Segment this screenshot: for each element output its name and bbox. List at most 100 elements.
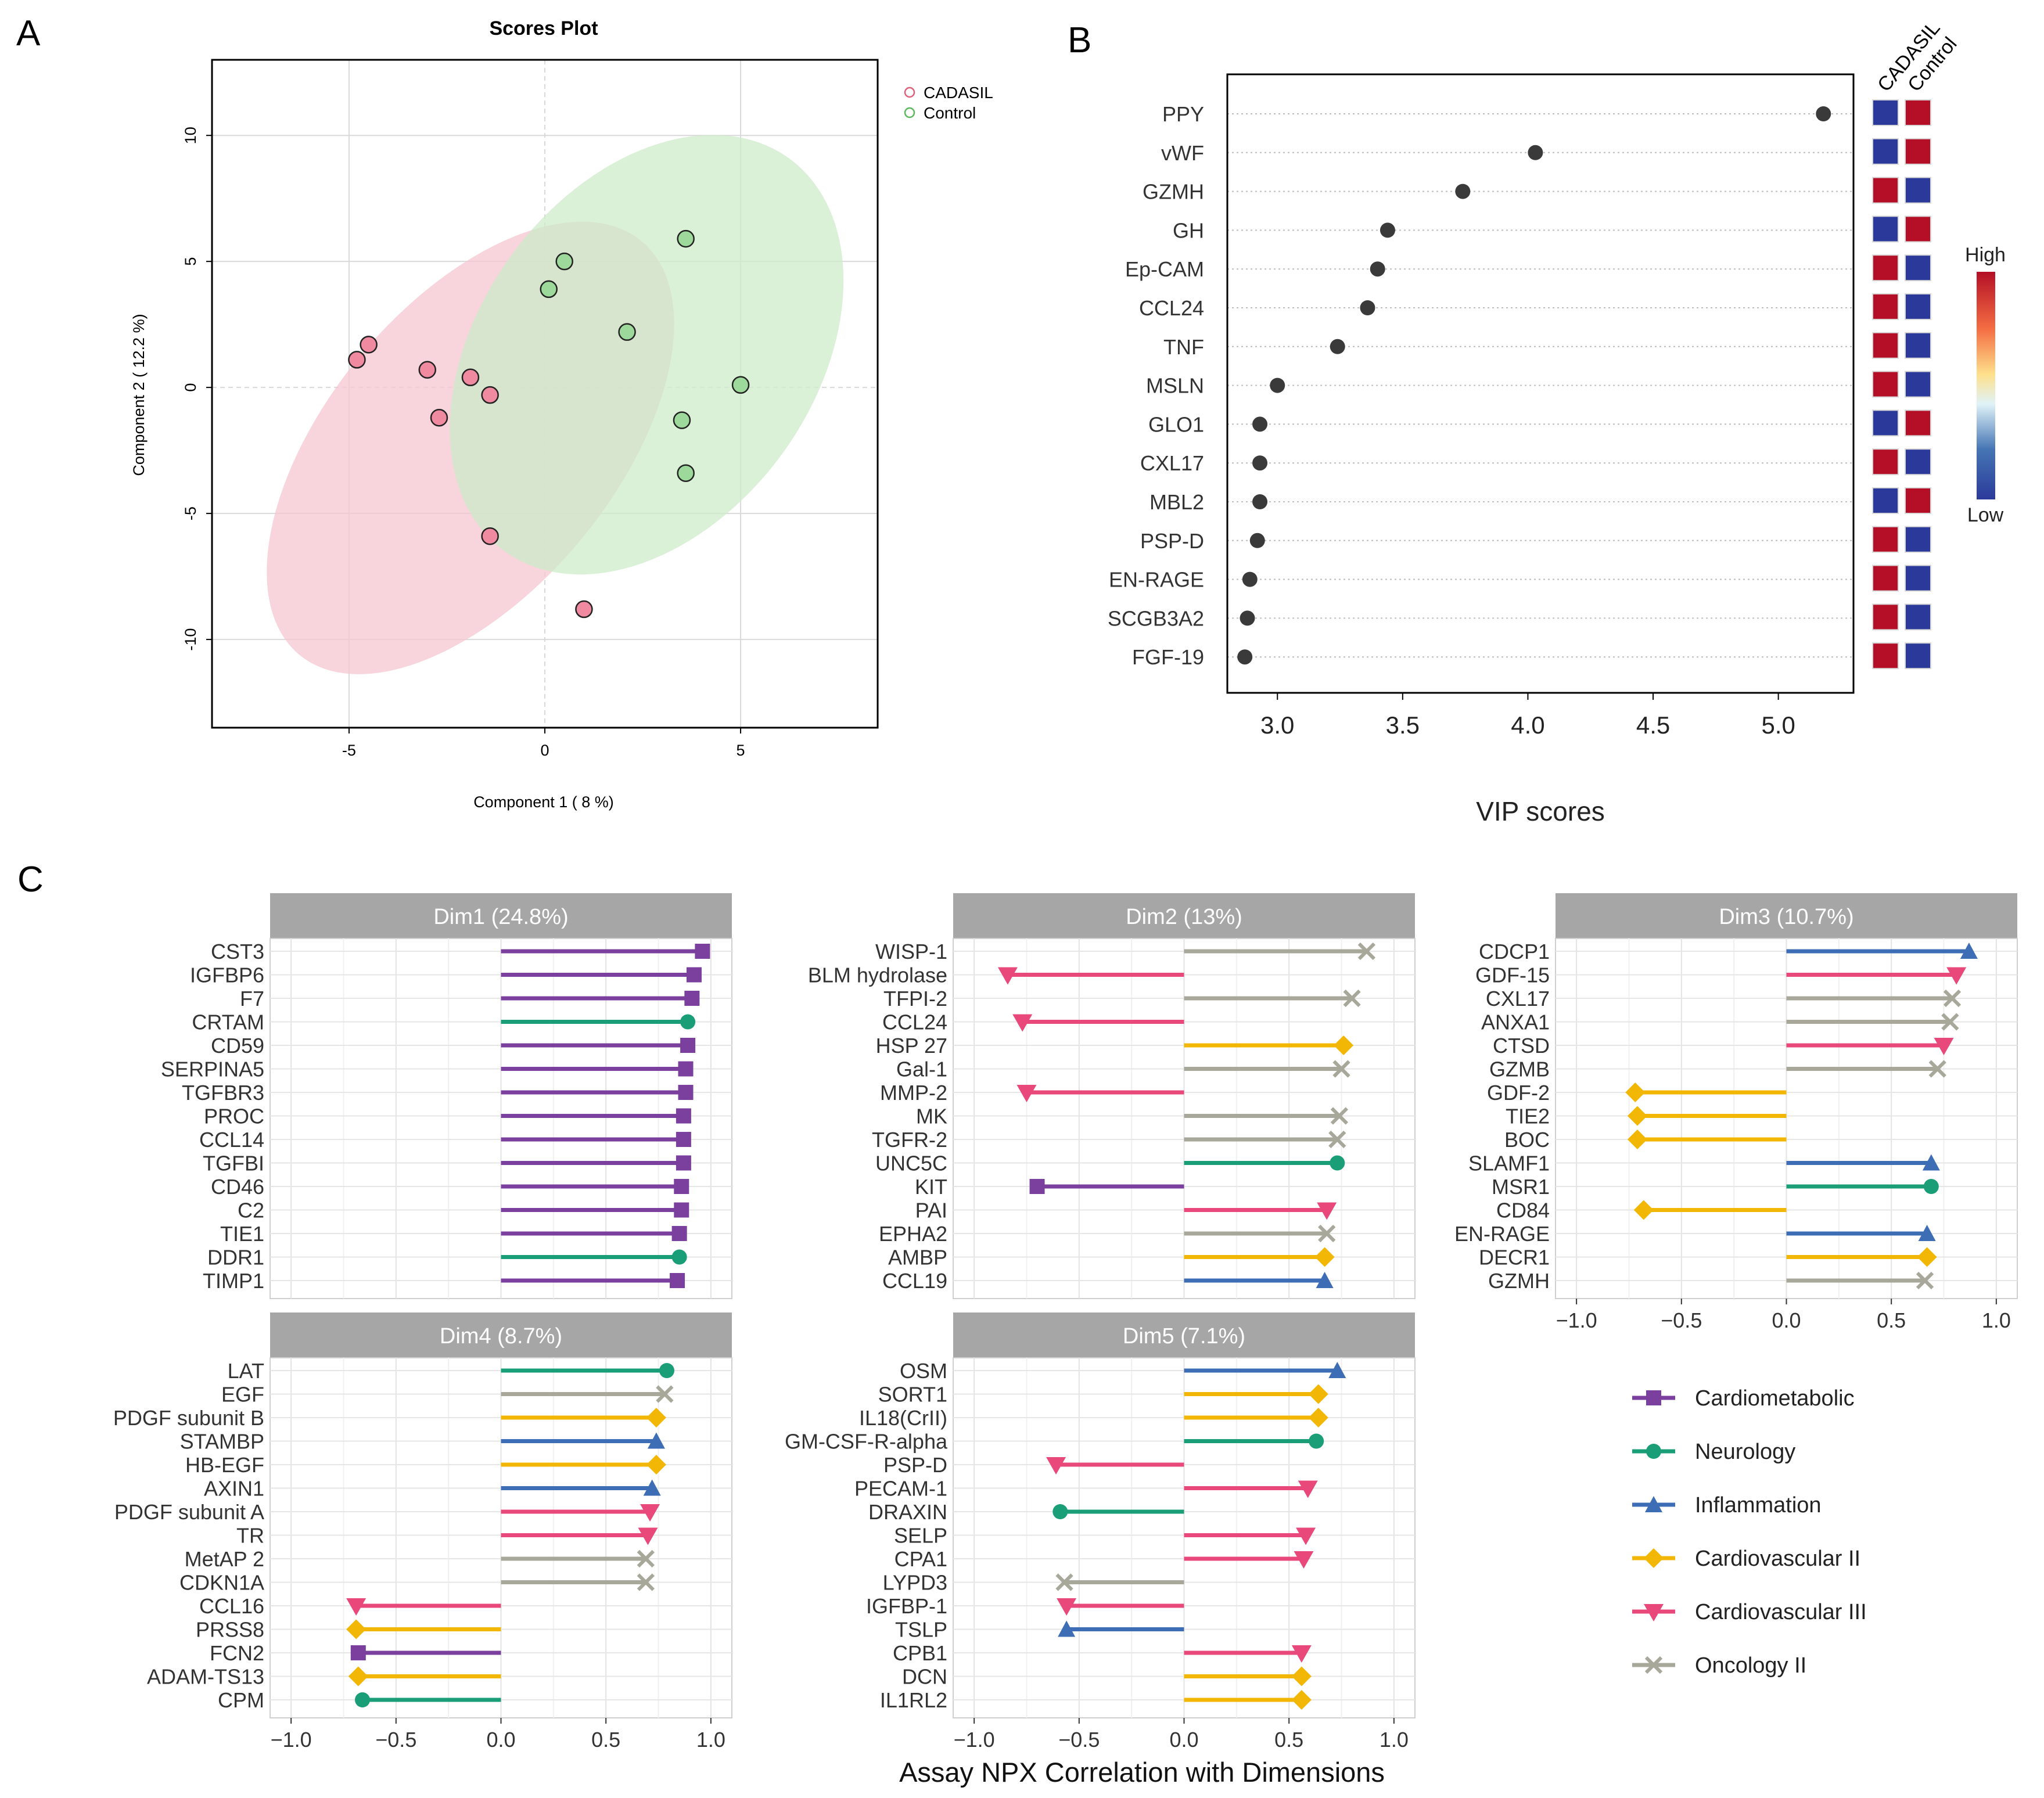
vip-row-label: EN-RAGE [1109, 568, 1204, 592]
assay-label: TFPI-2 [883, 987, 947, 1011]
heat-cell-cadasil [1872, 177, 1899, 204]
marker-diamond [346, 1619, 367, 1639]
heat-cell-control [1905, 409, 1931, 437]
heat-cell-control [1905, 293, 1931, 320]
facet-strip [270, 893, 732, 938]
marker-cross-b [1318, 1224, 1336, 1243]
marker-diamond [1334, 1035, 1354, 1055]
confidence-ellipse-control [450, 135, 844, 575]
legend-label-cardiovascular-ii: Cardiovascular II [1695, 1547, 1860, 1571]
assay-label: FCN2 [210, 1641, 264, 1665]
marker-triangle-down [1644, 1604, 1664, 1621]
assay-label: AXIN1 [204, 1477, 264, 1501]
data-point-cadasil [481, 527, 499, 545]
assay-label: TSLP [895, 1618, 947, 1642]
assay-label: AMBP [888, 1246, 947, 1270]
heat-cell-control [1905, 642, 1931, 670]
heat-cell-control [1905, 371, 1931, 398]
correlation-facets: Dim1 (24.8%) CST3IGFBP6F7CRTAMCD59SERPINA… [113, 893, 2018, 1752]
heat-cell-control [1905, 99, 1931, 126]
data-point-cadasil [418, 361, 437, 379]
assay-label: SERPINA5 [161, 1058, 264, 1081]
vip-row-label: GLO1 [1148, 412, 1204, 436]
y-tick-label: -5 [182, 506, 199, 520]
vip-row-label: TNF [1163, 335, 1204, 359]
heat-cell-cadasil [1872, 254, 1899, 282]
assay-label: OSM [900, 1359, 947, 1383]
facet-x-tick-label: 0.5 [1877, 1308, 1906, 1332]
assay-label: GZMB [1489, 1058, 1550, 1081]
data-point-control [677, 464, 695, 482]
marker-cross-b [1916, 1271, 1934, 1290]
facet-5: Dim5 (7.1%) OSMSORT1IL18(CrII)GM-CSF-R-al… [785, 1312, 1416, 1752]
marker-triangle-down [1317, 1202, 1337, 1220]
facet-x-tick-label: −1.0 [271, 1728, 312, 1752]
heat-cell-control [1905, 526, 1931, 553]
data-point-cadasil [461, 368, 480, 387]
marker-square [676, 1108, 691, 1124]
marker-triangle-down [1934, 1038, 1954, 1055]
assay-label: IL1RL2 [880, 1688, 947, 1712]
heat-cell-cadasil [1872, 293, 1899, 320]
assay-label: SLAMF1 [1468, 1152, 1550, 1175]
panel-label-a: A [16, 13, 41, 53]
marker-square [684, 991, 700, 1006]
assay-label: EN-RAGE [1454, 1222, 1550, 1246]
marker-square [674, 1179, 689, 1194]
marker-cross-b [1943, 989, 1962, 1008]
assay-label: LAT [228, 1359, 264, 1383]
x-tick-label: 0 [540, 742, 549, 759]
marker-circle [1309, 1433, 1324, 1449]
heat-cell-cadasil [1872, 448, 1899, 476]
marker-circle [671, 1249, 687, 1265]
marker-triangle-down [1946, 967, 1967, 985]
assay-label: HSP 27 [876, 1034, 947, 1058]
heat-cell-cadasil [1872, 642, 1899, 670]
y-tick-label: 5 [182, 257, 199, 266]
marker-cross-b [1644, 1656, 1663, 1674]
assay-label: CPB1 [893, 1641, 947, 1665]
marker-square [1646, 1390, 1661, 1405]
assay-label: TIE2 [1506, 1105, 1550, 1128]
legend-label-oncology-ii: Oncology II [1695, 1653, 1806, 1678]
vip-row-label: GZMH [1143, 180, 1204, 204]
vip-point [1252, 494, 1268, 509]
marker-cross-b [1055, 1573, 1073, 1591]
scores-plot-legend: CADASIL Control [904, 84, 993, 122]
marker-circle [659, 1363, 674, 1378]
facet-x-tick-label: −1.0 [1556, 1308, 1597, 1332]
scores-plot-title: Scores Plot [489, 17, 598, 39]
y-tick-label: 0 [182, 383, 199, 392]
vip-point [1380, 222, 1395, 238]
assay-label: MK [916, 1105, 947, 1128]
marker-cross-b [1343, 989, 1361, 1008]
vip-row-label: Ep-CAM [1125, 257, 1204, 281]
marker-triangle-down [1057, 1598, 1077, 1616]
assay-label: C2 [238, 1199, 264, 1222]
marker-triangle-up [1316, 1272, 1334, 1288]
heat-cell-control [1905, 332, 1931, 359]
assay-label: CPA1 [895, 1547, 947, 1571]
marker-triangle-up [1058, 1620, 1076, 1637]
legend-label-cardiometabolic: Cardiometabolic [1695, 1386, 1855, 1411]
facet-title: Dim2 (13%) [1126, 905, 1242, 929]
vip-row-label: MSLN [1146, 374, 1204, 398]
correlation-x-label: Assay NPX Correlation with Dimensions [899, 1757, 1385, 1788]
assay-label: ADAM-TS13 [147, 1665, 264, 1689]
heat-cell-control [1905, 138, 1931, 165]
data-point-cadasil [430, 408, 448, 427]
marker-diamond [1308, 1384, 1328, 1404]
vip-point [1370, 261, 1385, 277]
assay-label: MetAP 2 [185, 1547, 264, 1571]
vip-point [1252, 455, 1268, 471]
vip-plot-x-label: VIP scores [1476, 796, 1605, 826]
marker-diamond [1625, 1083, 1646, 1102]
marker-cross-b [1357, 942, 1376, 961]
legend-label-neurology: Neurology [1695, 1440, 1795, 1464]
heat-cell-cadasil [1872, 603, 1899, 631]
assay-label: GM-CSF-R-alpha [785, 1430, 948, 1454]
heat-cell-control [1905, 254, 1931, 282]
legend-label-control: Control [924, 104, 976, 122]
marker-square [674, 1202, 689, 1218]
marker-diamond [1644, 1548, 1664, 1568]
